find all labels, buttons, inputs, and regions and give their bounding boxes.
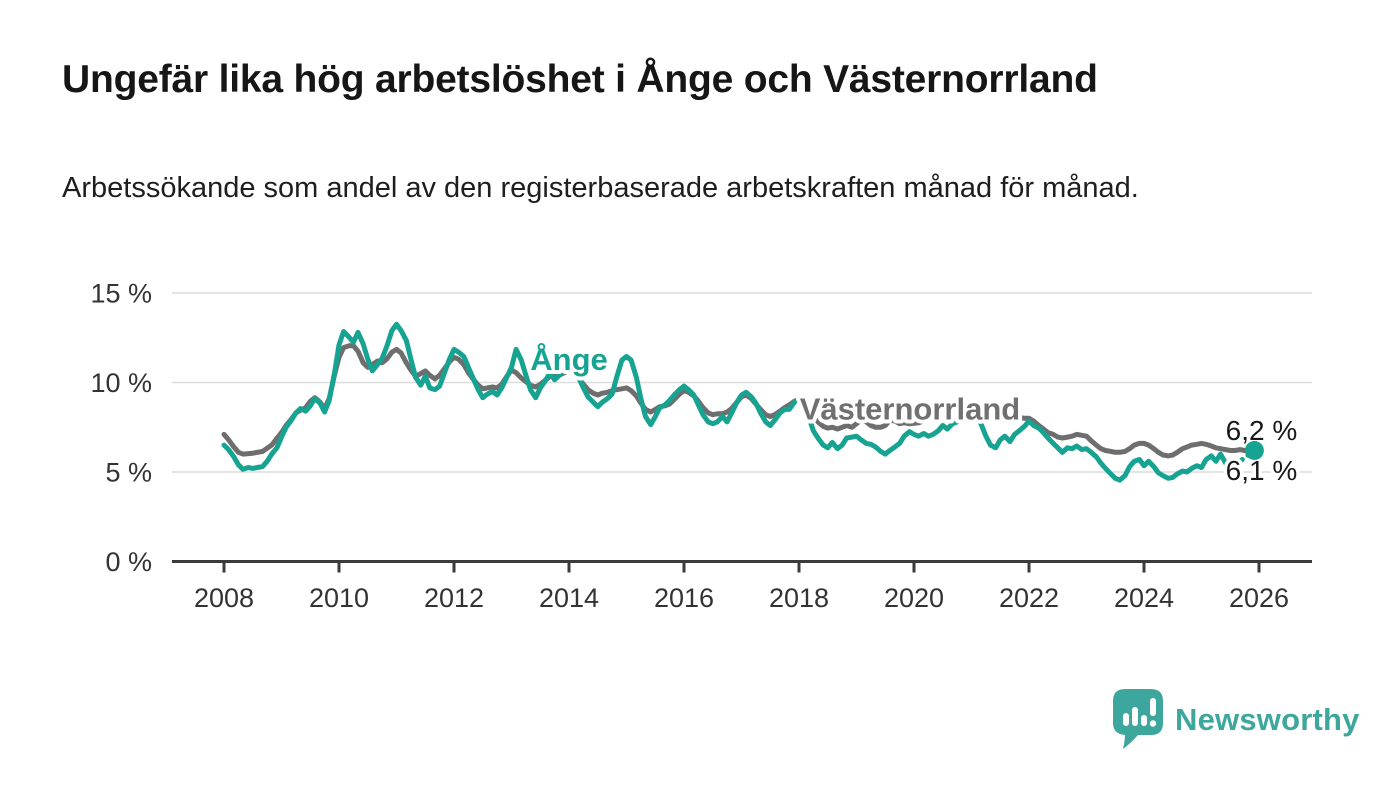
x-tick-label: 2012 bbox=[424, 583, 484, 613]
end-value-label-vasternorrland: 6,1 % bbox=[1226, 455, 1298, 486]
x-tick-label: 2014 bbox=[539, 583, 599, 613]
newsworthy-brand: Newsworthy bbox=[1112, 688, 1360, 752]
x-tick-label: 2008 bbox=[194, 583, 254, 613]
y-tick-label: 5 % bbox=[105, 458, 152, 488]
end-value-label-ange: 6,2 % bbox=[1226, 415, 1298, 446]
vasternorrland-line bbox=[221, 343, 1257, 459]
x-tick-label: 2018 bbox=[769, 583, 829, 613]
newsworthy-logo-icon bbox=[1113, 689, 1163, 749]
chart-header: Ungefär lika hög arbetslöshet i Ånge och… bbox=[62, 58, 1362, 208]
page-title: Ungefär lika hög arbetslöshet i Ånge och… bbox=[62, 58, 1098, 101]
latest-value-dot bbox=[1244, 441, 1264, 461]
y-tick-label: 10 % bbox=[90, 368, 152, 398]
series-label-ange: Ånge bbox=[530, 342, 608, 377]
x-tick-label: 2024 bbox=[1114, 583, 1174, 613]
series-label-vasternorrland: Västernorrland bbox=[800, 391, 1021, 426]
page-subtitle: Arbetssökande som andel av den registerb… bbox=[62, 172, 1139, 204]
ange-line bbox=[221, 321, 1233, 483]
x-tick-label: 2022 bbox=[999, 583, 1059, 613]
x-tick-label: 2020 bbox=[884, 583, 944, 613]
brand-wordmark: Newsworthy bbox=[1175, 702, 1360, 737]
y-tick-label: 0 % bbox=[105, 547, 152, 577]
x-tick-label: 2026 bbox=[1229, 583, 1289, 613]
x-tick-label: 2010 bbox=[309, 583, 369, 613]
x-tick-label: 2016 bbox=[654, 583, 714, 613]
y-tick-label: 15 % bbox=[90, 279, 152, 309]
